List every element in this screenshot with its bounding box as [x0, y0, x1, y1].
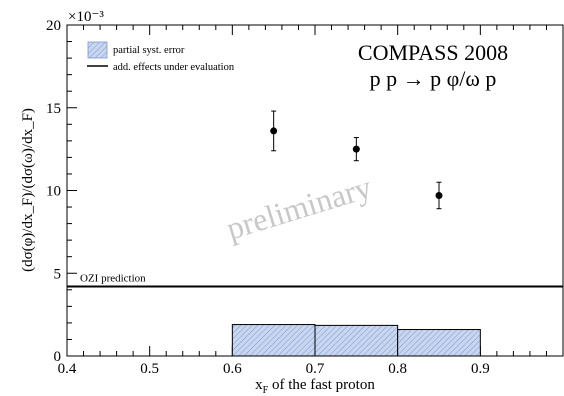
data-points [270, 110, 443, 210]
y-tick-label: 5 [54, 266, 62, 282]
y-axis-title: (dσ(φ)/dx_F)/(dσ(ω)/dx_F) [20, 108, 36, 272]
x-tick-label: 0.9 [471, 361, 490, 377]
legend-line-label: add. effects under evaluation [113, 62, 235, 73]
legend: partial syst. error add. effects under e… [87, 41, 235, 73]
x-tick-label: 0.8 [388, 361, 407, 377]
x-axis-title-x: x [255, 377, 263, 393]
legend-syst-swatch [87, 41, 108, 59]
syst-error-bar [314, 324, 399, 357]
chart-subtitle: p p → p φ/ω p [370, 66, 497, 91]
y-tick-label: 20 [46, 18, 61, 34]
x-tick-label: 0.4 [58, 361, 77, 377]
x-tick-label: 0.7 [306, 361, 325, 377]
syst-error-bar [231, 324, 316, 357]
data-point [270, 127, 278, 135]
data-point [435, 191, 443, 199]
y-axis-multiplier: ×10⁻³ [68, 9, 104, 25]
syst-error-bar [397, 329, 481, 357]
x-axis-title-rest: of the fast proton [268, 377, 375, 393]
y-tick-label: 10 [46, 184, 61, 200]
x-axis-title: xF of the fast proton [255, 377, 375, 396]
preliminary-watermark: preliminary [222, 168, 375, 246]
syst-error-bars [231, 324, 481, 357]
data-point [352, 145, 360, 153]
ozi-prediction-label: OZI prediction [80, 272, 146, 284]
y-tick-label: 0 [54, 349, 62, 365]
y-tick-label: 15 [46, 101, 61, 117]
x-tick-label: 0.6 [223, 361, 242, 377]
x-tick-label: 0.5 [140, 361, 159, 377]
axis-tick-labels: 0.4 0.5 0.6 0.7 0.8 0.9 0 5 10 15 20 [46, 18, 490, 377]
chart-title: COMPASS 2008 [358, 40, 508, 65]
x-axis-title-sub: F [263, 385, 269, 396]
legend-syst-label: partial syst. error [113, 45, 185, 56]
